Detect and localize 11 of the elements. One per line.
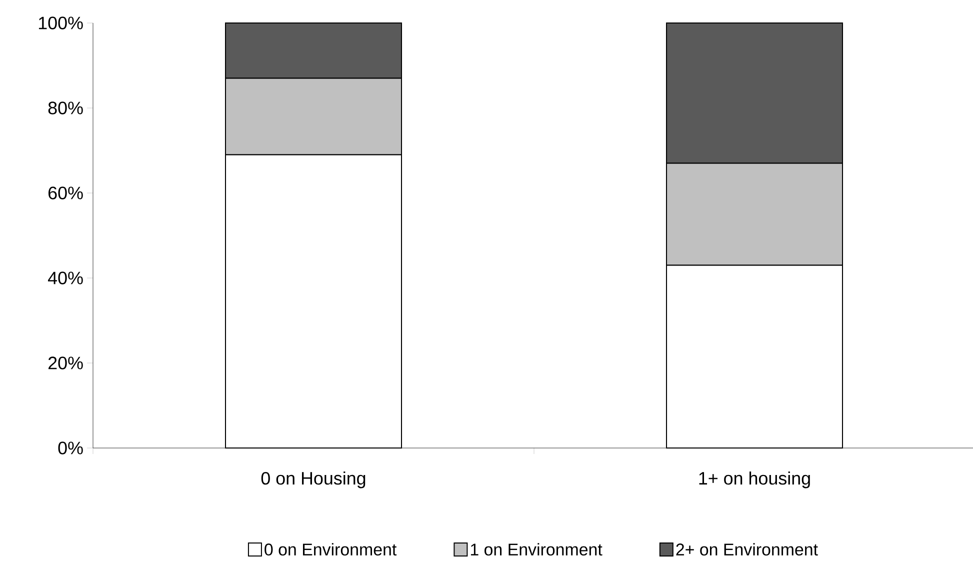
y-tick-label: 100% <box>38 16 83 30</box>
y-tick-label: 20% <box>48 356 83 370</box>
y-tick-label: 80% <box>48 102 83 114</box>
y-tick-label: 60% <box>48 186 83 200</box>
x-tick-label: 0 on Housing <box>261 472 366 488</box>
y-tick-label: 40% <box>48 272 83 284</box>
legend-label: 1 on Environment <box>470 543 602 556</box>
y-tick-label: 0% <box>58 442 83 454</box>
legend-label: 2+ on Environment <box>676 543 818 556</box>
x-tick-label: 1+ on housing <box>699 472 810 488</box>
legend-label: 0 on Environment <box>264 543 397 556</box>
